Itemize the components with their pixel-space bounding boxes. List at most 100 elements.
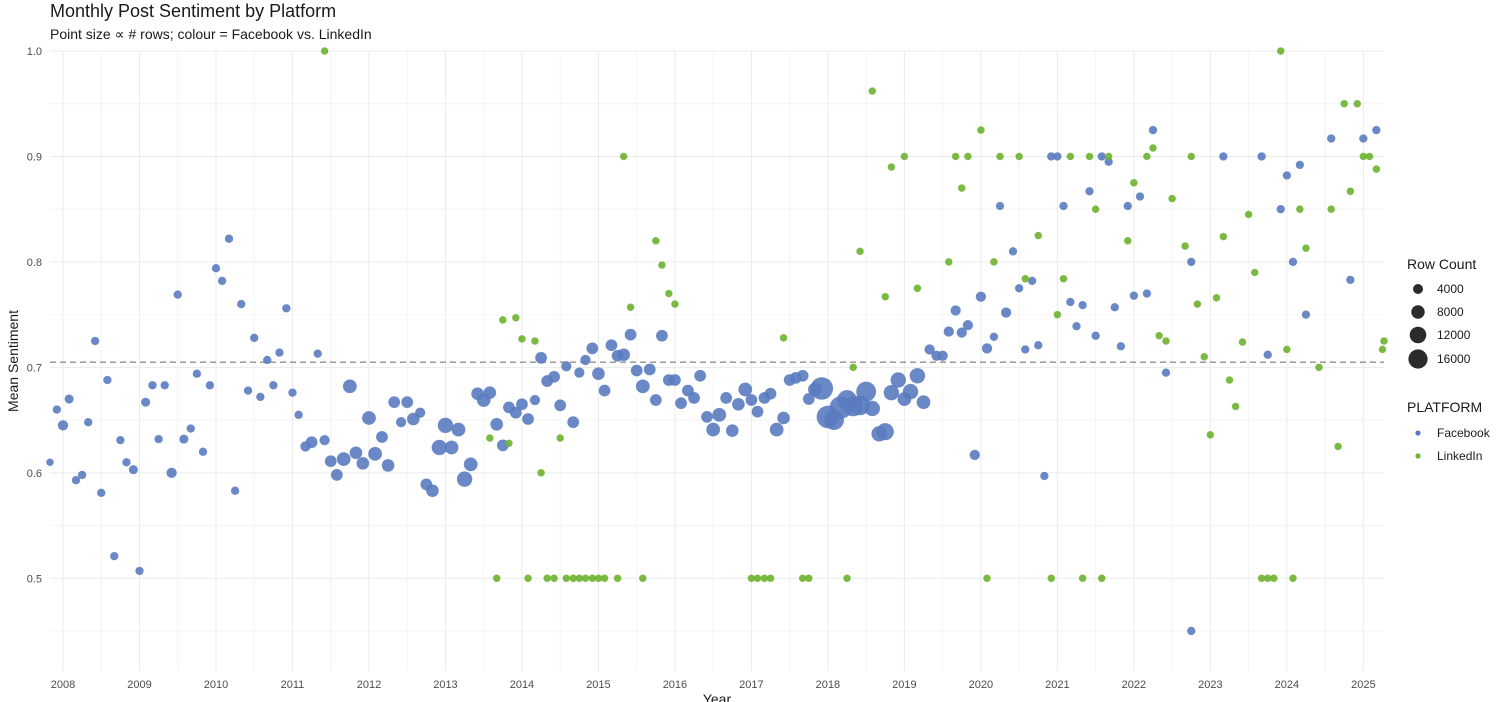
linkedin-point: [600, 574, 609, 583]
linkedin-point: [1231, 402, 1240, 411]
facebook-point: [745, 394, 758, 407]
facebook-point: [288, 388, 297, 397]
facebook-point: [916, 395, 931, 410]
facebook-point: [902, 383, 919, 400]
facebook-point: [336, 452, 351, 467]
facebook-point: [186, 424, 195, 433]
facebook-point: [1000, 307, 1012, 318]
facebook-point: [586, 342, 599, 355]
linkedin-point: [1206, 431, 1215, 439]
facebook-point: [924, 344, 935, 355]
facebook-point: [567, 416, 580, 429]
linkedin-point: [320, 47, 329, 55]
facebook-point: [1263, 350, 1272, 359]
linkedin-point: [1315, 363, 1323, 372]
facebook-point: [1187, 257, 1196, 267]
linkedin-point: [1015, 152, 1023, 161]
linkedin-point: [1238, 338, 1247, 346]
y-tick-label: 0.6: [27, 468, 42, 480]
linkedin-point: [913, 284, 922, 293]
facebook-point: [1116, 342, 1126, 351]
facebook-point: [796, 369, 809, 382]
linkedin-point: [581, 574, 590, 583]
color-legend-key: [1415, 453, 1421, 459]
linkedin-point: [900, 152, 909, 161]
linkedin-point: [562, 574, 571, 583]
facebook-point: [324, 455, 337, 468]
facebook-point: [103, 375, 112, 385]
linkedin-point: [543, 574, 551, 583]
linkedin-point: [1289, 574, 1297, 583]
x-tick-label: 2012: [357, 679, 381, 691]
facebook-point: [166, 467, 177, 479]
linkedin-point: [1181, 242, 1189, 250]
facebook-point: [349, 446, 363, 460]
linkedin-point: [804, 574, 813, 583]
y-tick-label: 0.9: [27, 151, 42, 163]
linkedin-point: [1066, 152, 1075, 161]
facebook-point: [580, 354, 591, 366]
facebook-point: [173, 290, 182, 299]
facebook-point: [856, 381, 877, 402]
linkedin-point: [486, 434, 494, 442]
linkedin-point: [1276, 47, 1285, 55]
linkedin-point: [512, 313, 520, 322]
facebook-point: [655, 329, 668, 342]
facebook-point: [1288, 257, 1298, 267]
facebook-point: [128, 465, 138, 475]
facebook-point: [515, 398, 528, 411]
facebook-point: [529, 394, 541, 406]
linkedin-point: [881, 292, 890, 301]
size-legend-key: [1408, 349, 1428, 369]
linkedin-point: [957, 184, 966, 192]
facebook-point: [46, 458, 54, 467]
x-tick-label: 2025: [1351, 679, 1375, 691]
facebook-point: [950, 305, 961, 316]
x-axis-title: Year: [703, 691, 732, 702]
facebook-point: [1301, 310, 1311, 319]
facebook-point: [943, 326, 954, 337]
size-legend-key: [1411, 305, 1425, 319]
y-tick-label: 0.8: [27, 257, 42, 269]
linkedin-point: [556, 434, 565, 442]
facebook-point: [395, 416, 407, 428]
x-tick-label: 2013: [433, 679, 457, 691]
facebook-point: [649, 394, 662, 407]
facebook-point: [1135, 192, 1145, 201]
color-legend-label: Facebook: [1437, 426, 1491, 440]
linkedin-point: [1168, 194, 1176, 203]
facebook-point: [1129, 291, 1139, 300]
linkedin-point: [951, 152, 960, 161]
facebook-point: [236, 299, 246, 309]
linkedin-point: [1149, 144, 1157, 152]
linkedin-point: [977, 126, 985, 134]
facebook-point: [624, 328, 637, 341]
facebook-point: [483, 386, 497, 400]
facebook-point: [84, 417, 93, 427]
linkedin-point: [1346, 187, 1355, 196]
facebook-point: [712, 407, 727, 422]
linkedin-point: [1250, 268, 1259, 277]
facebook-point: [64, 394, 74, 404]
size-legend-key: [1409, 326, 1427, 344]
facebook-point: [71, 475, 81, 485]
facebook-point: [864, 400, 881, 417]
color-legend-title: PLATFORM: [1407, 399, 1482, 415]
facebook-point: [110, 551, 119, 561]
size-legend-title: Row Count: [1407, 256, 1476, 272]
facebook-point: [522, 413, 535, 425]
linkedin-point: [779, 334, 788, 342]
facebook-point: [1014, 284, 1024, 293]
facebook-point: [1187, 626, 1196, 636]
linkedin-point: [1270, 574, 1278, 583]
facebook-point: [1359, 134, 1368, 143]
y-axis-title: Mean Sentiment: [5, 310, 21, 412]
linkedin-point: [1143, 152, 1151, 161]
linkedin-point: [1378, 345, 1387, 354]
linkedin-point: [1162, 337, 1170, 345]
facebook-point: [732, 397, 745, 411]
linkedin-point: [1219, 232, 1228, 241]
facebook-point: [1276, 204, 1285, 214]
facebook-point: [890, 372, 907, 388]
facebook-point: [937, 350, 948, 361]
